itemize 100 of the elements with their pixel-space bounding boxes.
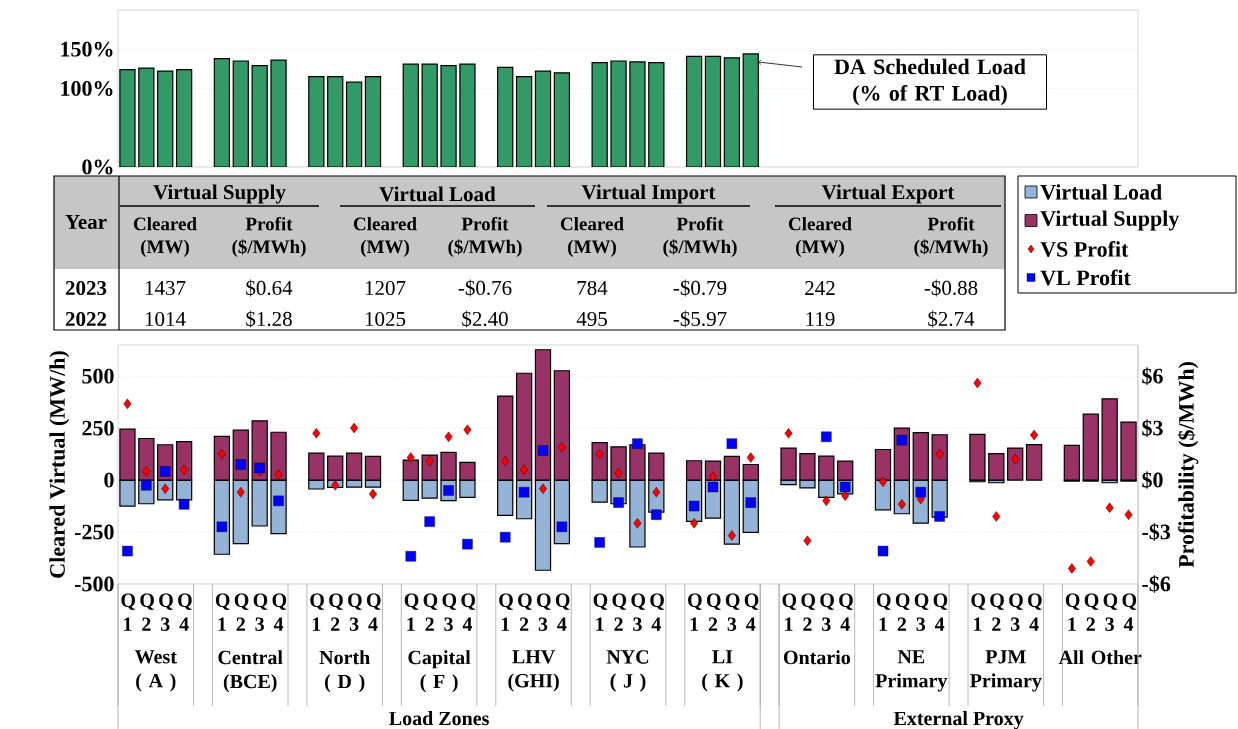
text: 784: [577, 280, 608, 296]
x-tick-label: Q 4: [555, 593, 570, 631]
text: Cleared (MW): [353, 216, 417, 257]
text: NYC: [606, 650, 649, 664]
text: Virtual Supply: [153, 184, 286, 204]
text: PJM Primary: [970, 650, 1042, 692]
text: NE Primary: [875, 650, 948, 692]
text: Profit ($/MWh): [914, 216, 988, 258]
text: ( K ): [702, 673, 743, 692]
x-tick-label: Q 3: [631, 593, 646, 631]
text: Profit ($/MWh): [448, 216, 522, 258]
x-tick-label: Q 4: [650, 593, 664, 631]
text: $2.40: [462, 310, 508, 328]
x-tick-label: Q 4: [744, 593, 759, 631]
legend-label: Virtual Load: [1040, 184, 1162, 200]
x-tick-label: Q 2: [990, 593, 1004, 631]
text: $0.64: [246, 279, 293, 297]
x-tick-label: Q 2: [706, 593, 721, 631]
y-tick-label: 250: [82, 420, 114, 436]
text: 1437: [145, 280, 186, 296]
y2-tick-label: $3: [1142, 419, 1163, 437]
text: Virtual Export: [821, 184, 955, 204]
text: -$0.88: [924, 279, 978, 297]
text: (GHI): [508, 673, 559, 692]
text: -$0.79: [673, 279, 727, 297]
text: LI: [712, 650, 733, 664]
x-tick-label: Q 2: [234, 593, 249, 631]
x-tick-label: Q 1: [782, 593, 797, 631]
x-tick-label: Q 1: [1065, 593, 1080, 631]
y2-tick-label: $6: [1142, 367, 1163, 385]
x-tick-label: Q 3: [536, 593, 551, 631]
x-tick-label: Q 4: [1028, 593, 1042, 631]
x-tick-label: Q 2: [801, 593, 816, 631]
text: 2022: [65, 311, 107, 327]
text: External Proxy: [893, 711, 1024, 729]
text: Central: [218, 650, 283, 665]
y-axis-title: Cleared Virtual (MW/h): [49, 351, 70, 578]
legend-label: VL Profit: [1040, 269, 1131, 286]
x-tick-label: Q 2: [329, 593, 343, 631]
x-tick-label: Q 2: [518, 593, 532, 631]
y-tick-label: 100%: [61, 81, 113, 96]
annotation: DA Scheduled Load (% of RT Load): [834, 58, 1026, 106]
x-tick-label: Q 2: [423, 593, 438, 631]
text: Profit ($/MWh): [232, 216, 306, 258]
text: -$0.76: [458, 279, 512, 297]
x-tick-label: Q 3: [914, 593, 929, 631]
text: Cleared (MW): [560, 216, 624, 257]
y-tick-label: 0%: [82, 159, 113, 175]
text: ( D ): [325, 674, 365, 693]
x-tick-label: Q 3: [253, 593, 268, 631]
text: North: [319, 650, 370, 665]
x-tick-label: Q 1: [121, 593, 136, 631]
x-tick-label: Q 1: [876, 593, 891, 631]
text: Cleared (MW): [133, 216, 197, 257]
text: ( J ): [610, 673, 646, 692]
text: 1025: [365, 311, 406, 327]
y-tick-label: 150%: [61, 41, 113, 57]
x-tick-label: Q 3: [725, 593, 740, 631]
x-tick-label: Q 3: [159, 593, 173, 631]
x-tick-label: Q 1: [499, 593, 513, 631]
x-tick-label: Q 2: [1084, 593, 1099, 631]
text: -$5.97: [673, 310, 727, 328]
legend-label: VS Profit: [1040, 241, 1129, 257]
text: $1.28: [246, 310, 292, 328]
text: 119: [806, 311, 835, 327]
y2-tick-label: -$6: [1142, 575, 1171, 593]
text: LHV: [512, 650, 556, 664]
text: Virtual Import: [581, 184, 716, 204]
x-tick-label: Q 1: [404, 593, 419, 631]
x-tick-label: Q 1: [215, 593, 230, 631]
text: 242: [805, 281, 835, 295]
text: Virtual Load: [379, 186, 496, 202]
x-tick-label: Q 3: [348, 593, 362, 631]
x-tick-label: Q 4: [178, 593, 192, 631]
text: 1014: [145, 311, 186, 327]
y2-axis-title: Profitability ($/MWh): [1177, 362, 1199, 568]
text: Capital: [408, 650, 471, 669]
y-tick-label: -500: [74, 576, 114, 592]
x-tick-label: Q 4: [272, 593, 287, 631]
x-tick-label: Q 3: [1009, 593, 1023, 631]
text: ( F ): [420, 674, 458, 693]
text: 1207: [365, 280, 406, 296]
x-tick-label: Q 3: [820, 593, 834, 631]
x-tick-label: Q 1: [593, 593, 608, 631]
text: $2.74: [928, 310, 975, 328]
x-tick-label: Q 4: [366, 593, 381, 631]
text: Ontario: [784, 650, 851, 665]
x-tick-label: Q 1: [971, 593, 986, 631]
text: 495: [576, 311, 607, 327]
x-tick-label: Q 4: [839, 593, 853, 631]
x-tick-label: Q 4: [933, 593, 948, 631]
legend-label: Virtual Supply: [1040, 210, 1180, 231]
text: 2023: [65, 280, 107, 296]
y-tick-label: -250: [74, 524, 114, 540]
x-tick-label: Q 1: [310, 593, 325, 631]
text: All Other: [1058, 650, 1142, 665]
text: Year: [65, 215, 107, 229]
y-tick-label: 0: [104, 472, 114, 488]
text: West: [134, 650, 177, 664]
text: Load Zones: [389, 711, 489, 726]
